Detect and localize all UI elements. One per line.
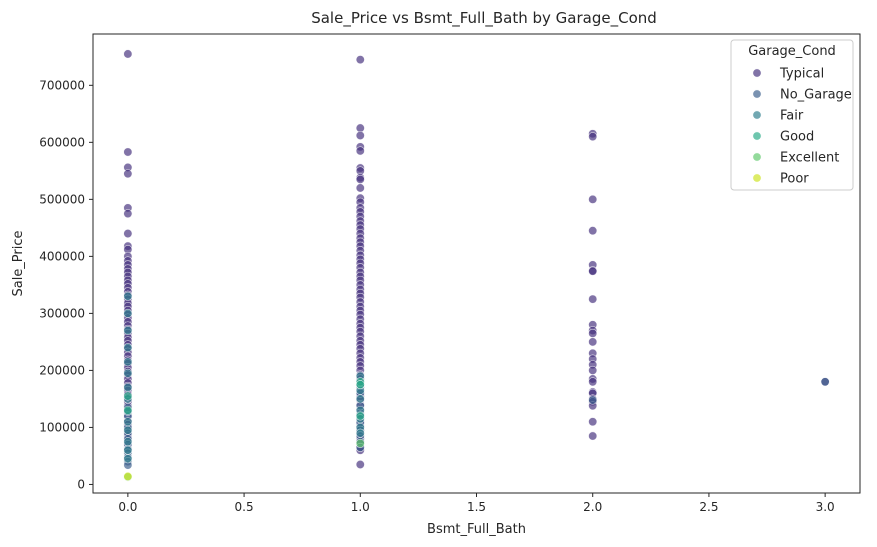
x-axis-title: Bsmt_Full_Bath	[427, 522, 526, 537]
legend-title: Garage_Cond	[748, 44, 836, 59]
legend-label: No_Garage	[780, 88, 852, 103]
x-tick-label: 0.0	[118, 500, 137, 514]
data-point-fair	[123, 343, 133, 353]
data-point-fair	[123, 291, 133, 301]
legend-marker	[752, 131, 762, 141]
data-point-typical	[588, 226, 598, 236]
legend-label: Fair	[780, 109, 804, 124]
data-point-good	[355, 380, 365, 390]
data-point-typical	[588, 431, 598, 441]
data-point-fair	[123, 325, 133, 335]
data-point-typical	[588, 266, 598, 276]
data-point-typical	[123, 209, 133, 219]
y-tick-label: 300000	[39, 306, 85, 320]
x-tick-label: 2.5	[699, 500, 718, 514]
x-tick-label: 0.5	[235, 500, 254, 514]
data-point-fair	[355, 428, 365, 438]
data-point-typical	[588, 337, 598, 347]
data-point-typical	[588, 377, 598, 387]
data-point-typical	[355, 130, 365, 140]
legend-marker	[752, 110, 762, 120]
legend-marker	[752, 89, 762, 99]
data-point-typical	[588, 194, 598, 204]
data-point-good	[123, 391, 133, 401]
points-layer	[123, 49, 830, 482]
data-point-fair	[355, 394, 365, 404]
y-tick-label: 0	[77, 477, 85, 491]
legend-label: Excellent	[780, 151, 839, 166]
y-axis-title: Sale_Price	[11, 230, 26, 296]
data-point-typical	[355, 146, 365, 156]
data-point-typical	[588, 417, 598, 427]
x-tick-label: 2.0	[583, 500, 602, 514]
data-point-poor	[123, 471, 133, 481]
data-point-typical	[123, 147, 133, 157]
x-tick-label: 3.0	[816, 500, 835, 514]
data-point-good	[355, 411, 365, 421]
data-point-fair	[123, 308, 133, 318]
data-point-typical	[355, 174, 365, 184]
data-point-typical	[355, 55, 365, 65]
legend-marker	[752, 173, 762, 183]
x-tick-label: 1.5	[467, 500, 486, 514]
data-point-typical	[588, 294, 598, 304]
data-point-typical	[123, 229, 133, 239]
data-point-typical	[123, 49, 133, 59]
y-tick-label: 500000	[39, 192, 85, 206]
data-point-fair	[123, 425, 133, 435]
chart-title: Sale_Price vs Bsmt_Full_Bath by Garage_C…	[311, 9, 657, 28]
data-point-typical	[355, 459, 365, 469]
data-point-fair	[123, 445, 133, 455]
legend-label: Poor	[780, 172, 809, 187]
y-tick-label: 200000	[39, 363, 85, 377]
data-point-typical	[588, 132, 598, 142]
data-point-typical	[355, 183, 365, 193]
data-point-typical	[123, 169, 133, 179]
data-point-excellent	[355, 438, 365, 448]
data-point-good	[123, 405, 133, 415]
x-tick-label: 1.0	[351, 500, 370, 514]
legend-box	[730, 39, 854, 191]
data-point-typical	[588, 328, 598, 338]
data-point-fair	[123, 383, 133, 393]
legend-label: Typical	[779, 67, 824, 82]
legend-marker	[752, 68, 762, 78]
x-axis: 0.0 0.5 1.0 1.5 2.0 2.5 3.0	[118, 493, 835, 514]
data-point-no-garage	[588, 395, 598, 405]
data-point-fair	[123, 454, 133, 464]
data-point-typical	[588, 365, 598, 375]
legend-marker	[752, 152, 762, 162]
data-point-no-garage	[820, 377, 830, 387]
y-tick-label: 400000	[39, 249, 85, 263]
legend-label: Good	[780, 130, 814, 145]
legend: Garage_Cond Typical No_Garage Fair Good Exce…	[730, 39, 854, 191]
y-tick-label: 100000	[39, 420, 85, 434]
y-tick-label: 700000	[39, 78, 85, 92]
y-axis: 0 100000 200000 300000 400000 500000 600000 700…	[39, 78, 93, 491]
y-tick-label: 600000	[39, 135, 85, 149]
data-point-fair	[123, 368, 133, 378]
data-point-fair	[123, 357, 133, 367]
data-point-fair	[123, 417, 133, 427]
data-point-fair	[123, 437, 133, 447]
